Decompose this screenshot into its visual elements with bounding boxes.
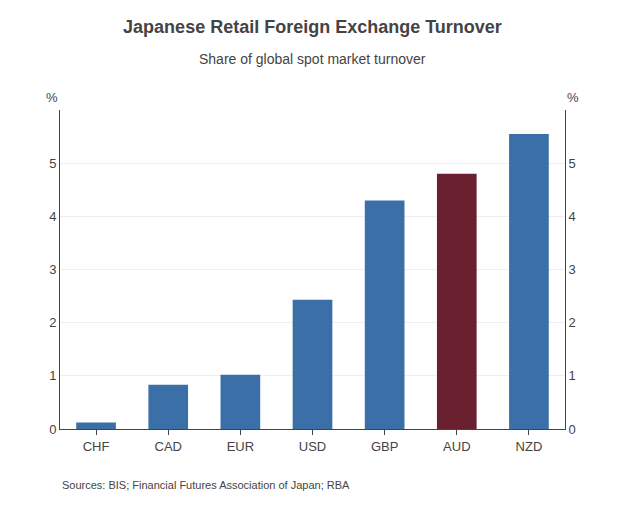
svg-text:EUR: EUR [227, 439, 254, 454]
svg-text:%: % [567, 90, 579, 105]
svg-text:CHF: CHF [83, 439, 110, 454]
svg-text:Japanese Retail Foreign Exchan: Japanese Retail Foreign Exchange Turnove… [123, 17, 502, 37]
svg-text:2: 2 [569, 315, 576, 330]
svg-text:CAD: CAD [154, 439, 181, 454]
svg-text:2: 2 [49, 315, 56, 330]
svg-text:3: 3 [49, 262, 56, 277]
svg-text:4: 4 [569, 209, 576, 224]
svg-text:4: 4 [49, 209, 56, 224]
svg-text:5: 5 [569, 156, 576, 171]
svg-text:5: 5 [49, 156, 56, 171]
svg-text:USD: USD [299, 439, 326, 454]
svg-text:1: 1 [569, 368, 576, 383]
svg-text:0: 0 [49, 422, 56, 437]
svg-text:NZD: NZD [516, 439, 543, 454]
svg-text:3: 3 [569, 262, 576, 277]
svg-text:AUD: AUD [443, 439, 470, 454]
svg-text:Sources: BIS; Financial Future: Sources: BIS; Financial Futures Associat… [62, 479, 350, 491]
svg-text:%: % [46, 90, 58, 105]
svg-text:GBP: GBP [371, 439, 398, 454]
svg-text:0: 0 [569, 422, 576, 437]
svg-text:Share of global spot market tu: Share of global spot market turnover [199, 51, 426, 67]
svg-text:1: 1 [49, 368, 56, 383]
